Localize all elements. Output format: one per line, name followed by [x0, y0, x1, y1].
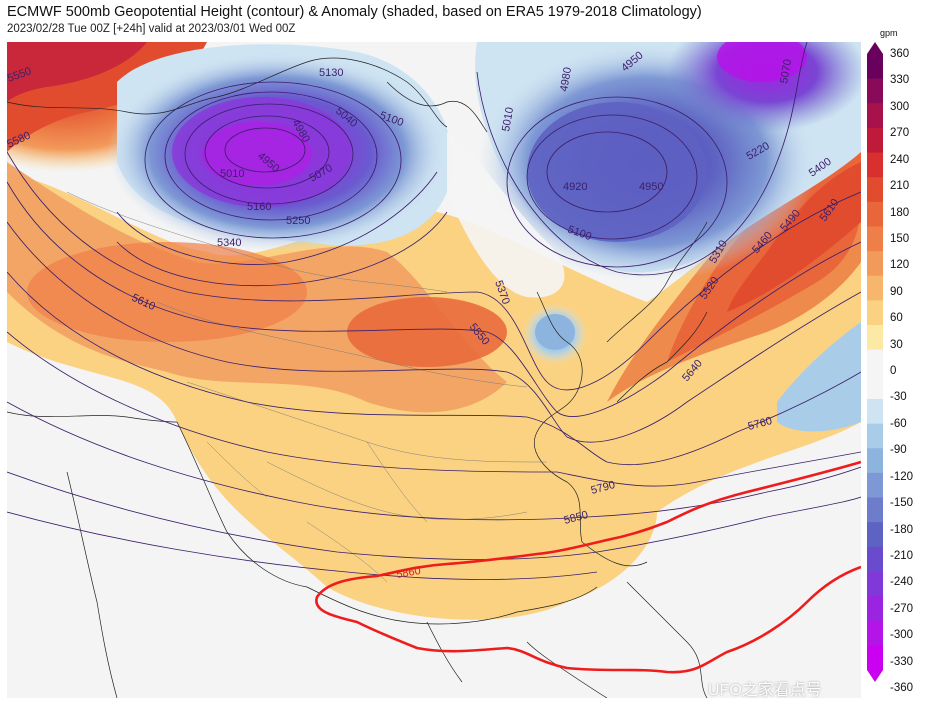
- watermark: UFO之家看点号: [708, 682, 822, 699]
- colorbar-tick-label: -330: [890, 655, 914, 668]
- contour-label: 4920: [563, 181, 587, 193]
- colorbar-tick-label: 60: [890, 312, 903, 325]
- colorbar-segment: [867, 251, 883, 277]
- colorbar-segment: [867, 522, 883, 548]
- colorbar-tick-label: 270: [890, 127, 910, 140]
- colorbar-segment: [867, 645, 883, 671]
- colorbar-segment: [867, 596, 883, 622]
- colorbar-tick-label: -300: [890, 629, 914, 642]
- contour-label: 4980: [558, 66, 574, 92]
- colorbar-tick-label: 300: [890, 100, 910, 113]
- colorbar-segment: [867, 127, 883, 154]
- colorbar-segment: [867, 546, 883, 572]
- contour-label: 4950: [639, 181, 663, 193]
- colorbar: [867, 42, 883, 682]
- colorbar-segment: [867, 325, 883, 351]
- contour-label: 5160: [247, 201, 271, 213]
- colorbar-tick-label: -60: [890, 417, 907, 430]
- contour-label: 5340: [217, 237, 241, 249]
- colorbar-tick-label: -360: [890, 682, 914, 694]
- contour-label: 5130: [319, 67, 343, 79]
- colorbar-segment: [867, 226, 883, 252]
- colorbar-tick-label: 330: [890, 74, 910, 87]
- valid-time-subtitle: 2023/02/28 Tue 00Z [+24h] valid at 2023/…: [7, 23, 296, 35]
- contour-label: 5070: [778, 58, 794, 84]
- colorbar-tick-label: -30: [890, 391, 907, 404]
- colorbar-segment: [867, 571, 883, 597]
- colorbar-tick-label: 0: [890, 365, 897, 377]
- colorbar-tick-label: -180: [890, 523, 914, 536]
- colorbar-segment: [867, 349, 883, 375]
- colorbar-segment: [867, 300, 883, 326]
- colorbar-tick-label: 180: [890, 206, 910, 219]
- colorbar-tick-label: 150: [890, 232, 910, 245]
- map-panel: 5550 5580 5130 5100 4980 5040 4950 5010 …: [7, 42, 861, 698]
- colorbar-tick-label: -240: [890, 576, 914, 589]
- colorbar-segment: [867, 275, 883, 301]
- anomaly-map: 5550 5580 5130 5100 4980 5040 4950 5010 …: [7, 42, 861, 698]
- colorbar-segment: [867, 54, 883, 80]
- colorbar-segment: [867, 472, 883, 499]
- colorbar-segment: [867, 448, 883, 474]
- colorbar-tick-label: -150: [890, 497, 914, 510]
- colorbar-tick-label: -270: [890, 602, 914, 615]
- colorbar-min-arrow: [867, 670, 883, 682]
- contour-5880-red: [315, 460, 861, 674]
- colorbar-tick-label: 90: [890, 285, 903, 298]
- colorbar-tick-label: -90: [890, 444, 907, 457]
- colorbar-segment: [867, 152, 883, 178]
- height-contours: [7, 42, 861, 580]
- colorbar-segment: [867, 423, 883, 449]
- contour-label: 5010: [220, 168, 244, 180]
- colorbar-tick-label: -210: [890, 549, 914, 562]
- colorbar-tick-label: 30: [890, 338, 903, 351]
- colorbar-max-arrow: [867, 42, 883, 54]
- coastlines: [7, 57, 708, 698]
- colorbar-tick-label: -120: [890, 470, 914, 483]
- contour-label: 5250: [286, 215, 310, 227]
- colorbar-segment: [867, 177, 883, 203]
- colorbar-segment: [867, 78, 883, 104]
- colorbar-unit: gpm: [880, 28, 898, 38]
- colorbar-segment: [867, 497, 883, 523]
- colorbar-segment: [867, 620, 883, 646]
- colorbar-segment: [867, 398, 883, 425]
- colorbar-tick-label: 240: [890, 153, 910, 166]
- colorbar-segment: [867, 103, 883, 129]
- colorbar-segment: [867, 201, 883, 227]
- chart-title: ECMWF 500mb Geopotential Height (contour…: [7, 4, 702, 20]
- contour-label: 5010: [500, 106, 516, 132]
- colorbar-tick-label: 360: [890, 48, 910, 60]
- colorbar-segment: [867, 374, 883, 400]
- contour-label-5880: 5860: [395, 565, 421, 581]
- colorbar-tick-label: 120: [890, 259, 910, 272]
- colorbar-tick-label: 210: [890, 180, 910, 193]
